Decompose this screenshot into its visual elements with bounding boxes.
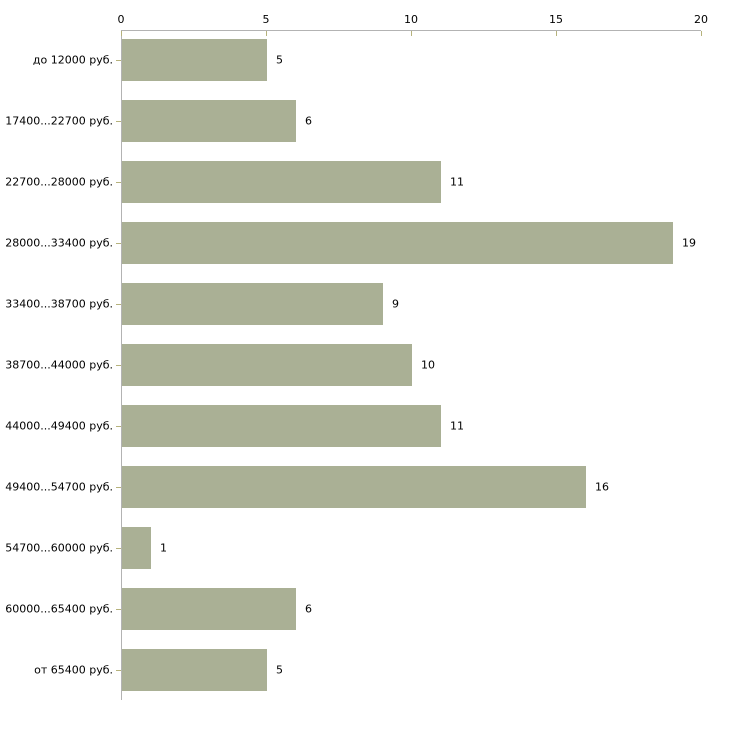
- category-label: до 12000 руб.: [32, 53, 113, 67]
- category-label: 54700...60000 руб.: [5, 541, 113, 555]
- bar: [122, 527, 151, 569]
- x-tick-label: 10: [404, 13, 418, 26]
- value-label: 11: [450, 419, 464, 433]
- y-axis-line: [121, 30, 122, 700]
- category-label: 28000...33400 руб.: [5, 236, 113, 250]
- value-label: 6: [305, 602, 312, 616]
- category-label: 22700...28000 руб.: [5, 175, 113, 189]
- y-tick-mark: [116, 182, 121, 183]
- value-label: 11: [450, 175, 464, 189]
- x-tick-mark: [701, 31, 702, 36]
- y-tick-mark: [116, 304, 121, 305]
- category-label: 33400...38700 руб.: [5, 297, 113, 311]
- bar: [122, 344, 412, 386]
- category-label: от 65400 руб.: [34, 663, 113, 677]
- category-label: 60000...65400 руб.: [5, 602, 113, 616]
- y-tick-mark: [116, 60, 121, 61]
- category-label: 49400...54700 руб.: [5, 480, 113, 494]
- x-axis-line: [121, 30, 701, 31]
- value-label: 9: [392, 297, 399, 311]
- x-tick-label: 0: [117, 13, 125, 26]
- value-label: 16: [595, 480, 609, 494]
- bar: [122, 283, 383, 325]
- bar: [122, 100, 296, 142]
- bar: [122, 649, 267, 691]
- value-label: 5: [276, 53, 283, 67]
- y-tick-mark: [116, 670, 121, 671]
- bar: [122, 588, 296, 630]
- x-tick-label: 20: [694, 13, 708, 26]
- x-tick-mark: [266, 31, 267, 36]
- x-tick-mark: [411, 31, 412, 36]
- value-label: 10: [421, 358, 435, 372]
- y-tick-mark: [116, 487, 121, 488]
- category-label: 38700...44000 руб.: [5, 358, 113, 372]
- category-label: 44000...49400 руб.: [5, 419, 113, 433]
- y-tick-mark: [116, 121, 121, 122]
- y-tick-mark: [116, 243, 121, 244]
- value-label: 5: [276, 663, 283, 677]
- x-tick-label: 15: [549, 13, 563, 26]
- y-tick-mark: [116, 426, 121, 427]
- category-label: 17400...22700 руб.: [5, 114, 113, 128]
- value-label: 1: [160, 541, 167, 555]
- y-tick-mark: [116, 609, 121, 610]
- bar: [122, 161, 441, 203]
- y-tick-mark: [116, 365, 121, 366]
- bar: [122, 39, 267, 81]
- bar: [122, 466, 586, 508]
- value-label: 19: [682, 236, 696, 250]
- x-tick-label: 5: [262, 13, 270, 26]
- x-tick-mark: [556, 31, 557, 36]
- y-tick-mark: [116, 548, 121, 549]
- x-tick-mark: [121, 31, 122, 36]
- bar: [122, 222, 673, 264]
- bar: [122, 405, 441, 447]
- value-label: 6: [305, 114, 312, 128]
